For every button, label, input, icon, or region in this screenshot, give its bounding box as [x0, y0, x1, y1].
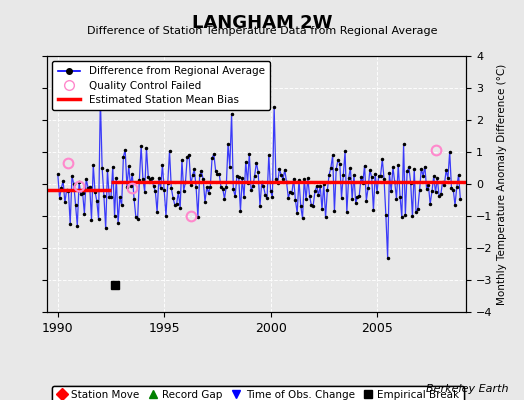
Legend: Station Move, Record Gap, Time of Obs. Change, Empirical Break: Station Move, Record Gap, Time of Obs. C… — [52, 386, 464, 400]
Y-axis label: Monthly Temperature Anomaly Difference (°C): Monthly Temperature Anomaly Difference (… — [497, 63, 507, 305]
Text: Berkeley Earth: Berkeley Earth — [426, 384, 508, 394]
Text: Difference of Station Temperature Data from Regional Average: Difference of Station Temperature Data f… — [87, 26, 437, 36]
Text: LANGHAM 2W: LANGHAM 2W — [192, 14, 332, 32]
